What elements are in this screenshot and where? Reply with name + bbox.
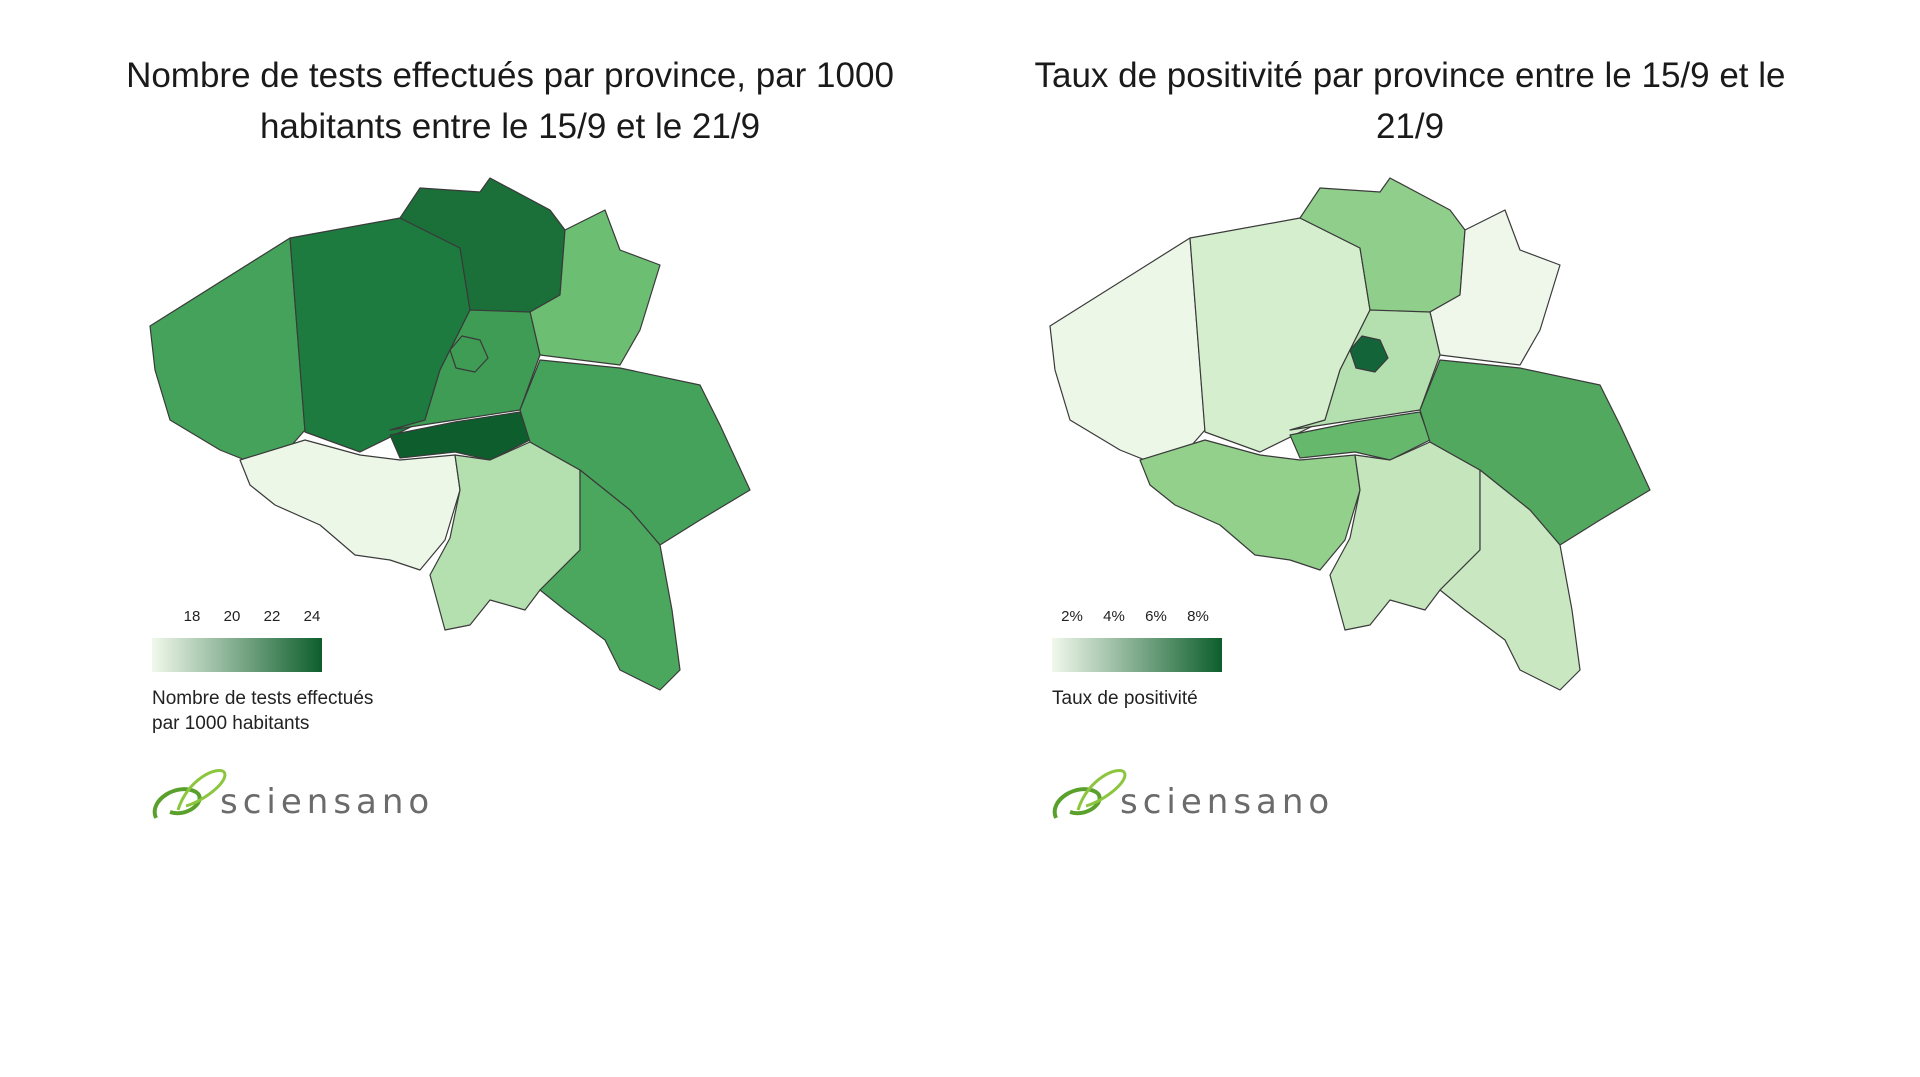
province-hainaut[interactable] xyxy=(239,439,461,571)
legend-label-line1: Nombre de tests effectués xyxy=(152,688,374,709)
legend-color-scale xyxy=(152,638,322,672)
sciensano-logo-icon xyxy=(1052,769,1127,819)
province-walloon-brabant[interactable] xyxy=(389,411,531,461)
legend-label: Taux de positivité xyxy=(1052,686,1392,711)
legend-label-line2: par 1000 habitants xyxy=(152,713,310,734)
province-walloon-brabant[interactable] xyxy=(1289,411,1431,461)
province-brussels[interactable] xyxy=(449,335,489,373)
legend-label-line1: Taux de positivité xyxy=(1052,688,1198,709)
logo-wordmark: sciensano xyxy=(220,782,435,822)
legend-ticks: 2% 4% 6% 8% xyxy=(1052,608,1232,628)
province-west-flanders[interactable] xyxy=(1049,237,1206,471)
legend-tick: 20 xyxy=(223,608,241,625)
legend-color-scale xyxy=(1052,638,1222,672)
map-title-line2: habitants entre le 15/9 et le 21/9 xyxy=(259,107,761,146)
legend-label: Nombre de tests effectués par 1000 habit… xyxy=(152,686,492,736)
legend-tick: 22 xyxy=(263,608,281,625)
province-limburg[interactable] xyxy=(529,209,661,366)
legend-tick: 18 xyxy=(183,608,201,625)
map-title: Nombre de tests effectués par province, … xyxy=(60,50,960,152)
legend-tick: 8% xyxy=(1187,608,1209,625)
province-limburg[interactable] xyxy=(1429,209,1561,366)
map-title: Taux de positivité par province entre le… xyxy=(960,50,1860,152)
legend-tick: 2% xyxy=(1061,608,1083,625)
map-panel-tests: Nombre de tests effectués par province, … xyxy=(60,0,960,860)
map-legend: 18 20 22 24 Nombre de tests effectués pa… xyxy=(152,608,492,734)
legend-tick: 24 xyxy=(303,608,321,625)
logo-wordmark: sciensano xyxy=(1120,782,1335,822)
province-brussels[interactable] xyxy=(1349,335,1389,373)
map-panel-positivity: Taux de positivité par province entre le… xyxy=(960,0,1860,860)
legend-tick: 6% xyxy=(1145,608,1167,625)
belgium-map xyxy=(149,177,751,691)
belgium-map xyxy=(1049,177,1651,691)
legend-tick: 4% xyxy=(1103,608,1125,625)
sciensano-logo: sciensano xyxy=(148,760,429,830)
sciensano-logo: sciensano xyxy=(1048,760,1329,830)
legend-ticks: 18 20 22 24 xyxy=(152,608,332,628)
province-west-flanders[interactable] xyxy=(149,237,306,471)
sciensano-logo-icon xyxy=(152,769,227,819)
map-title-line1: Taux de positivité par province entre le… xyxy=(1034,56,1786,95)
map-title-line2: 21/9 xyxy=(1375,107,1445,146)
province-luxembourg[interactable] xyxy=(539,469,681,691)
map-legend: 2% 4% 6% 8% Taux de positivité xyxy=(1052,608,1392,728)
map-title-line1: Nombre de tests effectués par province, … xyxy=(126,56,894,95)
province-hainaut[interactable] xyxy=(1139,439,1361,571)
province-luxembourg[interactable] xyxy=(1439,469,1581,691)
